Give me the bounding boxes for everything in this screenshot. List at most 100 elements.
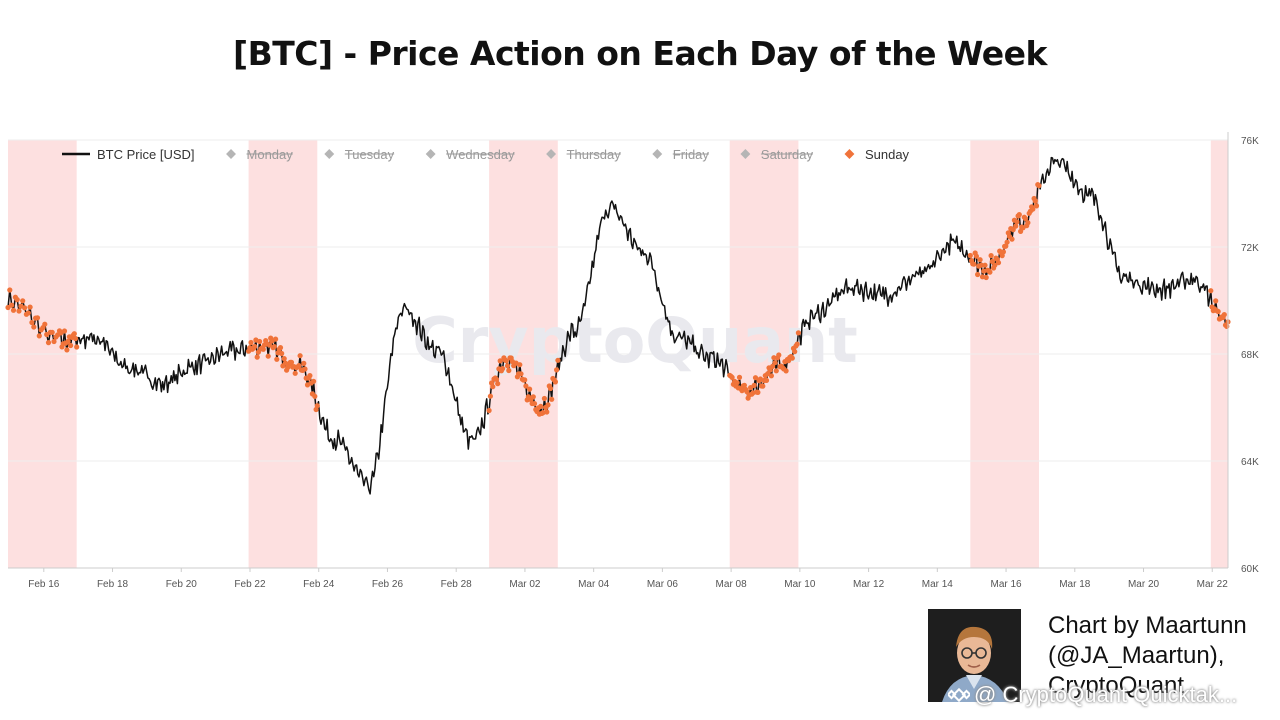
legend[interactable]: BTC Price [USD] Monday Tuesday Wednesday Thu…	[62, 147, 910, 162]
sunday-point	[277, 345, 284, 351]
sunday-point	[1030, 206, 1036, 212]
x-tick-label: Mar 16	[990, 579, 1022, 590]
sunday-point	[538, 403, 544, 409]
sunday-point	[967, 252, 973, 259]
sunday-point	[1221, 312, 1227, 318]
legend-item-friday[interactable]: Friday	[652, 147, 709, 162]
sunday-point	[794, 341, 800, 347]
sunday-point	[555, 357, 561, 363]
credit-line-3: CryptoQuant	[1048, 672, 1185, 699]
x-tick-label: Feb 20	[166, 579, 198, 590]
sunday-point	[544, 409, 550, 415]
sunday-point	[1009, 236, 1015, 242]
sunday-point	[983, 274, 989, 281]
sunday-point	[1025, 220, 1031, 226]
legend-item-monday[interactable]: Monday	[226, 147, 293, 162]
sunday-point	[486, 407, 492, 414]
sunday-point	[503, 358, 509, 364]
sunday-point	[549, 396, 555, 402]
legend-item-tuesday[interactable]: Tuesday	[324, 147, 395, 162]
legend-diamond-marker	[844, 149, 855, 159]
y-tick-label: 76K	[1241, 136, 1259, 147]
source-overlay-tag: @ CryptoQuant Quicktak...	[948, 682, 1278, 710]
legend-item-btc-price-usd[interactable]: BTC Price [USD]	[62, 147, 195, 162]
sunday-point	[288, 359, 295, 365]
sunday-point	[989, 258, 995, 265]
sunday-point	[729, 374, 735, 380]
sunday-point	[1000, 249, 1007, 255]
legend-item-sunday[interactable]: Sunday	[844, 147, 910, 162]
credit-block: Chart by Maartunn (@JA_Maartun), CryptoQ…	[928, 609, 1273, 714]
sunday-point	[1036, 183, 1042, 189]
sunday-point	[29, 319, 35, 326]
sunday-point	[1014, 219, 1020, 225]
x-tick-label: Mar 14	[922, 579, 954, 590]
sunday-point	[522, 377, 528, 383]
sunday-point	[495, 381, 501, 387]
sunday-point	[36, 333, 42, 339]
sunday-point	[74, 344, 80, 350]
sunday-point	[10, 307, 17, 313]
sunday-point	[42, 321, 48, 327]
sunday-point	[978, 262, 984, 268]
sunday-point	[312, 393, 318, 399]
sunday-point	[531, 401, 538, 407]
legend-label: BTC Price [USD]	[97, 147, 195, 162]
x-tick-label: Feb 22	[234, 579, 266, 590]
sunday-point	[988, 253, 994, 259]
credit-line-2: (@JA_Maartun),	[1048, 642, 1225, 669]
x-tick-label: Mar 12	[853, 579, 885, 590]
sunday-point	[45, 340, 52, 346]
sunday-point	[767, 367, 773, 373]
sunday-point	[487, 393, 493, 399]
x-tick-label: Mar 22	[1197, 579, 1229, 590]
sunday-point	[751, 382, 757, 388]
sunday-point	[61, 328, 68, 334]
sunday-point	[504, 363, 511, 369]
sunday-point	[517, 362, 523, 368]
x-tick-label: Mar 02	[509, 579, 541, 590]
sunday-point	[301, 360, 307, 366]
credit-text: Chart by Maartunn (@JA_Maartun), CryptoQ…	[1048, 611, 1273, 701]
sunday-point	[755, 389, 761, 395]
legend-item-thursday[interactable]: Thursday	[546, 147, 621, 162]
sunday-point	[992, 262, 998, 268]
legend-item-saturday[interactable]: Saturday	[740, 147, 813, 162]
sunday-point	[16, 308, 22, 314]
legend-diamond-marker	[324, 149, 335, 159]
sunday-point	[254, 354, 260, 360]
legend-item-wednesday[interactable]: Wednesday	[425, 147, 515, 162]
sunday-point	[1215, 308, 1221, 315]
sunday-point	[307, 373, 313, 379]
sunday-point	[741, 382, 748, 388]
sunday-point	[51, 338, 57, 345]
sunday-point	[68, 342, 74, 349]
sunday-point	[795, 330, 802, 336]
x-tick-label: Feb 26	[372, 579, 404, 590]
y-tick-label: 72K	[1241, 243, 1259, 254]
x-tick-label: Mar 20	[1128, 579, 1160, 590]
x-tick-label: Mar 10	[784, 579, 816, 590]
sunday-point	[266, 342, 272, 348]
sunday-point	[297, 353, 303, 359]
sunday-point	[975, 271, 981, 278]
sunday-point	[547, 385, 554, 392]
sunday-point	[523, 383, 529, 389]
sunday-point	[971, 261, 977, 267]
sunday-point	[977, 257, 983, 263]
sunday-point	[72, 335, 79, 342]
y-tick-label: 60K	[1241, 564, 1259, 575]
sunday-point	[1003, 243, 1009, 249]
sunday-point	[545, 402, 551, 408]
sunday-point	[734, 380, 740, 386]
sunday-point	[554, 367, 560, 373]
sunday-point	[760, 383, 766, 389]
sunday-point	[257, 338, 263, 345]
legend-diamond-marker	[425, 149, 436, 159]
sunday-point	[500, 366, 506, 372]
legend-diamond-marker	[740, 149, 751, 159]
axes: 60K 64K 68K 72K 76K Feb 16 Feb 18 Feb 20 Feb 22 F…	[8, 132, 1259, 590]
sunday-point	[49, 329, 55, 335]
sunday-point	[506, 367, 512, 374]
